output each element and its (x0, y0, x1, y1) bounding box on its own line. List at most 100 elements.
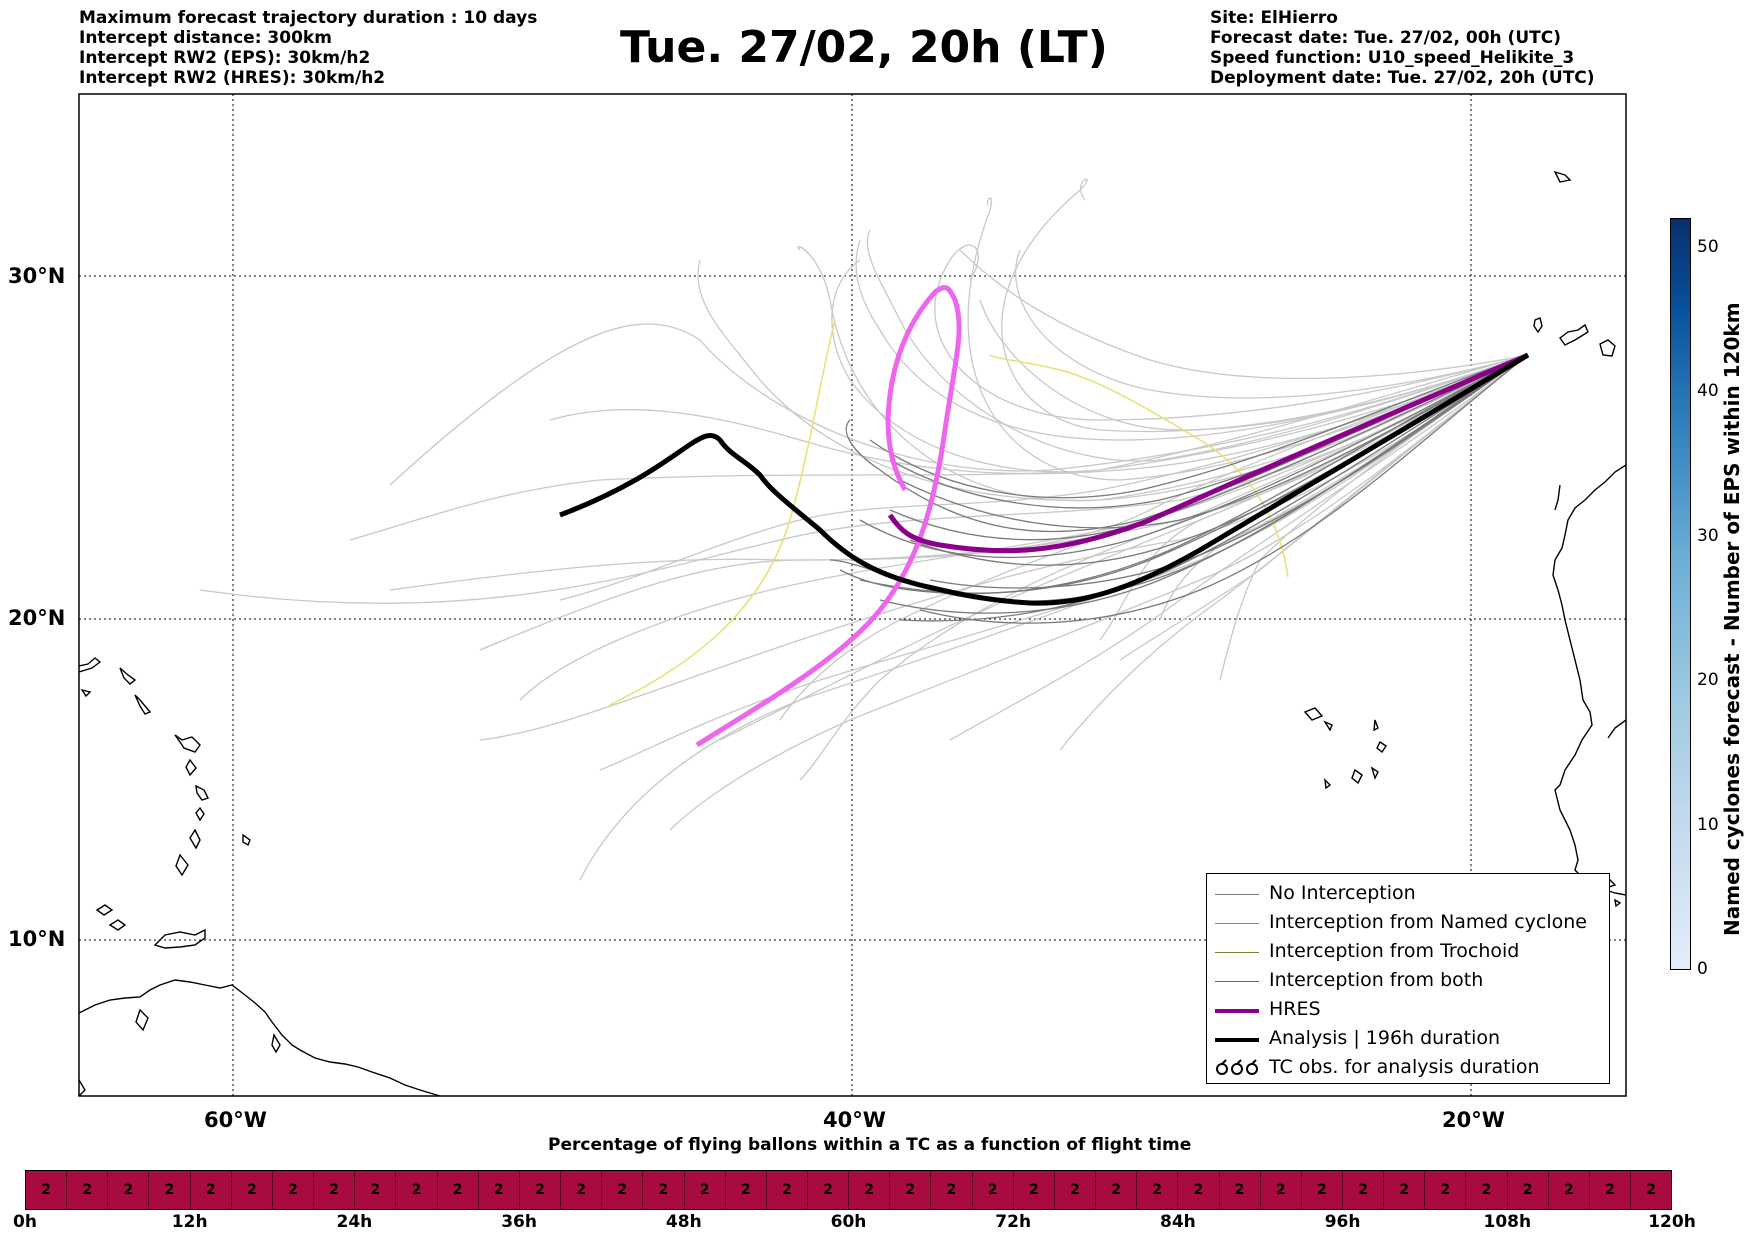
timeline-cell: 2 (191, 1171, 232, 1209)
timeline-cell: 2 (1096, 1171, 1138, 1209)
timeline-cell: 2 (1590, 1171, 1632, 1209)
timeline-cell: 2 (1178, 1171, 1220, 1209)
colorbar-label: Named cyclones forecast - Number of EPS … (1720, 302, 1744, 936)
timeline-tick: 84h (1160, 1212, 1196, 1232)
timeline-cell: 2 (1384, 1171, 1426, 1209)
hres-light-track (695, 285, 962, 748)
timeline-cell: 2 (890, 1171, 932, 1209)
header-line: Intercept RW2 (HRES): 30km/h2 (79, 68, 386, 88)
timeline-cell: 2 (1466, 1171, 1508, 1209)
timeline-cell: 2 (1220, 1171, 1261, 1209)
legend-item-tc-obs: TC obs. for analysis duration (1207, 1056, 1609, 1082)
header-line: Intercept distance: 300km (79, 28, 332, 48)
legend-label: Interception from Trochoid (1269, 940, 1520, 962)
timeline-cell: 2 (602, 1171, 644, 1209)
header-line: Site: ElHierro (1210, 8, 1338, 28)
legend-swatch (1215, 952, 1259, 953)
colorbar-tick: 10 (1697, 815, 1719, 835)
legend-label: No Interception (1269, 882, 1416, 904)
timeline-cell: 2 (767, 1171, 808, 1209)
colorbar-tick: 50 (1697, 237, 1719, 257)
timeline-cell: 2 (108, 1171, 150, 1209)
legend-label: HRES (1269, 998, 1321, 1020)
legend-label: Interception from both (1269, 969, 1484, 991)
timeline-cell: 2 (643, 1171, 685, 1209)
timeline-cell: 2 (1261, 1171, 1302, 1209)
legend-item-both: Interception from both (1207, 969, 1609, 995)
timeline-cell: 2 (1646, 1182, 1657, 1198)
lat-tick: 10°N (8, 927, 66, 951)
legend-label: TC obs. for analysis duration (1269, 1056, 1540, 1078)
timeline-cell: 2 (273, 1171, 315, 1209)
legend-swatch (1215, 894, 1259, 895)
colorbar-tick: 0 (1697, 959, 1708, 979)
timeline-cell: 2 (438, 1171, 479, 1209)
lat-tick: 20°N (8, 606, 66, 630)
timeline-cell: 2 (1425, 1171, 1467, 1209)
timeline-cell: 2 (1302, 1171, 1343, 1209)
timeline-cell: 2 (1343, 1171, 1385, 1209)
timeline-tick: 108h (1483, 1212, 1532, 1232)
timeline-cell: 2 (67, 1171, 109, 1209)
colorbar-tick: 30 (1697, 526, 1719, 546)
legend-swatch (1215, 1009, 1259, 1013)
analysis-track (559, 352, 1530, 606)
colorbar (1670, 218, 1691, 970)
timeline-tick: 48h (665, 1212, 702, 1232)
header-line: Intercept RW2 (EPS): 30km/h2 (79, 48, 371, 68)
lat-tick: 30°N (8, 264, 66, 288)
header-info-left: Maximum forecast trajectory duration : 1… (79, 8, 537, 88)
timeline-tick: 12h (171, 1212, 208, 1232)
timeline-tick: 72h (995, 1212, 1032, 1232)
map-legend: No Interception Interception from Named … (1206, 873, 1610, 1084)
colorbar-tick: 40 (1697, 381, 1719, 401)
legend-swatch (1215, 1038, 1259, 1042)
timeline-cell: 2 (479, 1171, 520, 1209)
header-info-right: Site: ElHierro Forecast date: Tue. 27/02… (1210, 8, 1595, 88)
timeline-cell: 2 (26, 1171, 68, 1209)
header-line: Forecast date: Tue. 27/02, 00h (UTC) (1210, 28, 1561, 48)
timeline-tick: 60h (830, 1212, 867, 1232)
legend-item-no-interception: No Interception (1207, 882, 1609, 908)
timeline-cell: 2 (149, 1171, 191, 1209)
legend-item-analysis: Analysis | 196h duration (1207, 1027, 1609, 1053)
lon-tick: 20°W (1442, 1108, 1505, 1132)
header-line: Maximum forecast trajectory duration : 1… (79, 8, 538, 28)
legend-label: Analysis | 196h duration (1269, 1027, 1501, 1049)
coastline-islands (1303, 170, 1622, 908)
tc-symbol-icon (1216, 1059, 1258, 1075)
page-title: Tue. 27/02, 20h (LT) (620, 22, 1108, 73)
legend-item-trochoid: Interception from Trochoid (1207, 940, 1609, 966)
timeline-cell: 2 (355, 1171, 397, 1209)
timeline-tick: 120h (1648, 1212, 1696, 1232)
timeline-cell: 2 (1508, 1171, 1549, 1209)
timeline-cell: 2 (726, 1171, 767, 1209)
coastline-africa (1552, 464, 1626, 896)
header-line: Deployment date: Tue. 27/02, 20h (UTC) (1210, 68, 1595, 88)
lon-tick: 40°W (823, 1108, 886, 1132)
timeline-cell: 2 (685, 1171, 726, 1209)
timeline-cell: 2 (1055, 1171, 1097, 1209)
timeline-tick: 96h (1324, 1212, 1361, 1232)
timeline-cell: 2 (849, 1171, 891, 1209)
legend-swatch (1215, 981, 1259, 982)
timeline-cell: 2 (1549, 1171, 1590, 1209)
legend-item-named-cyclone: Interception from Named cyclone (1207, 911, 1609, 937)
coastline-caribbean (79, 657, 441, 1096)
timeline-tick: 24h (336, 1212, 373, 1232)
timeline-caption: Percentage of flying ballons within a TC… (548, 1135, 1192, 1155)
timeline-cell: 2 (561, 1171, 603, 1209)
timeline-cell: 2 (808, 1171, 850, 1209)
hres-track (887, 352, 1529, 554)
legend-label: Interception from Named cyclone (1269, 911, 1587, 933)
timeline-tick: 36h (501, 1212, 537, 1232)
timeline-cell: 2 (520, 1171, 562, 1209)
timeline-cell: 2 (931, 1171, 973, 1209)
legend-item-hres: HRES (1207, 998, 1609, 1024)
timeline-cell: 2 (973, 1171, 1014, 1209)
timeline-cell: 2 (1014, 1171, 1055, 1209)
timeline-cell: 2 (396, 1171, 438, 1209)
lon-tick: 60°W (204, 1108, 267, 1132)
legend-swatch (1215, 923, 1259, 924)
